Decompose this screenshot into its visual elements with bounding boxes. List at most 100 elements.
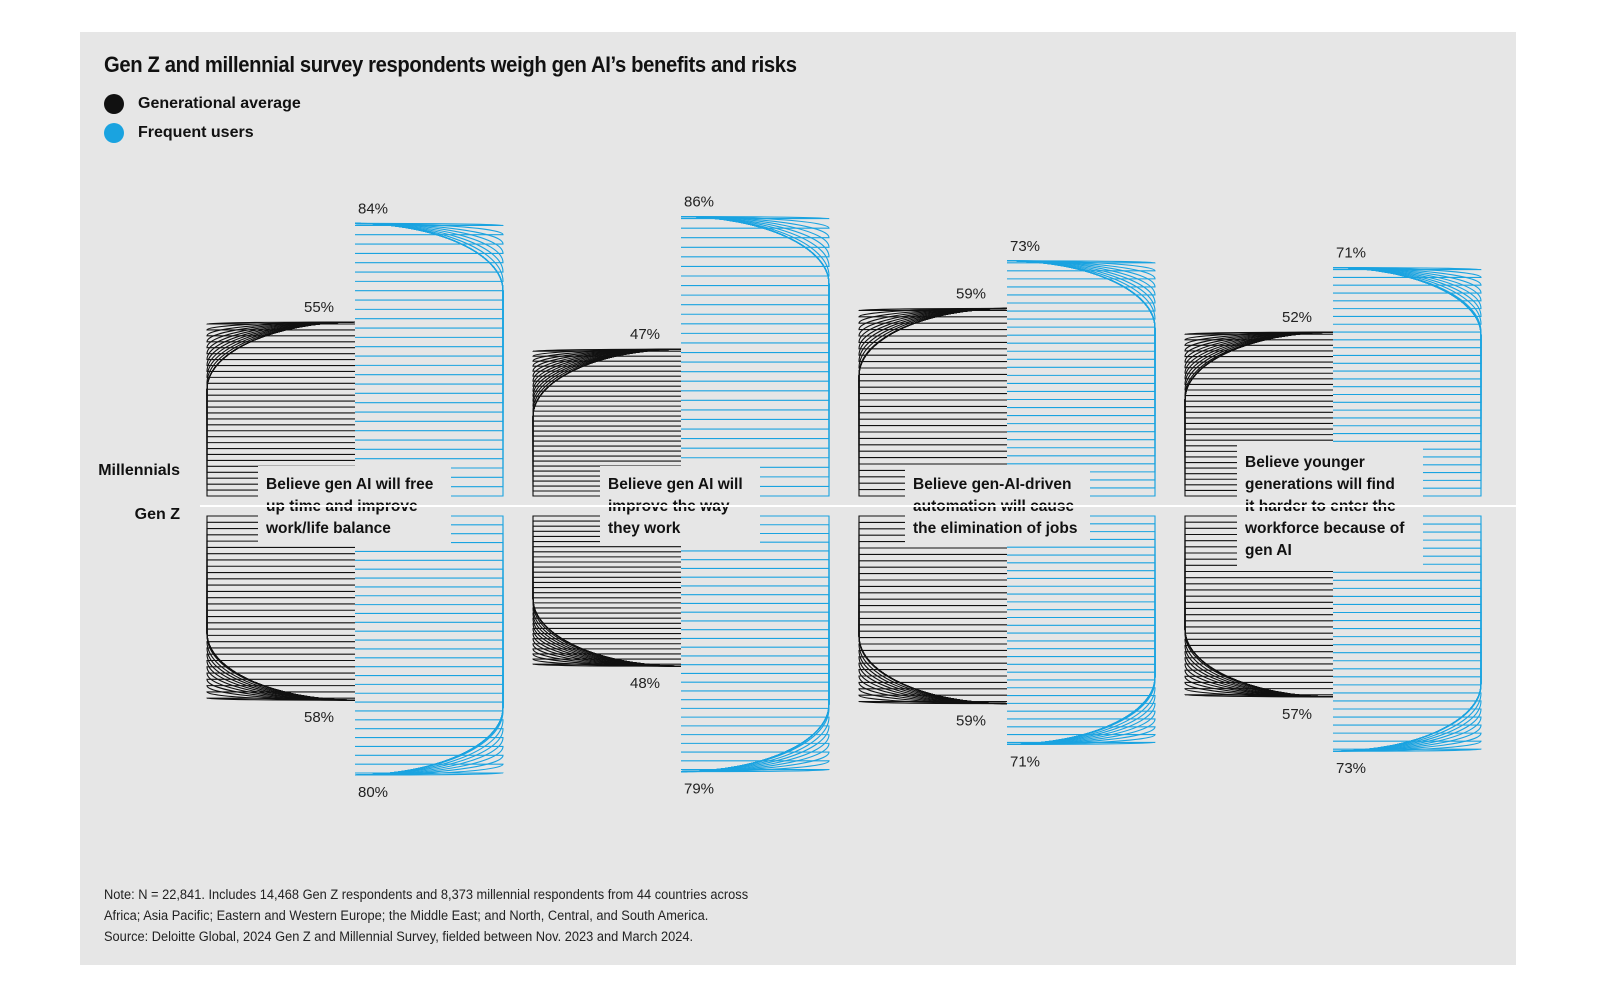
note-line: Source: Deloitte Global, 2024 Gen Z and …: [104, 929, 694, 944]
legend-generational-average: Generational average: [104, 94, 301, 114]
bar-millennials-average-line: [532, 348, 682, 472]
bar-millennials-frequent-line: [680, 216, 830, 440]
bar-millennials-frequent-line: [354, 222, 504, 310]
bar-genz-frequent-line: [354, 745, 504, 776]
bar-millennials-average-line: [206, 321, 356, 450]
bar-genz-average-line: [858, 611, 1008, 705]
legend-frequent-users: Frequent users: [104, 123, 254, 143]
bar-millennials-average: [1184, 331, 1334, 497]
bar-millennials-frequent-line: [680, 216, 830, 306]
bar-millennials-frequent-line: [354, 222, 504, 478]
bar-millennials-average-line: [532, 348, 682, 457]
data-label-millennials-average: 52%: [1282, 309, 1312, 326]
bar-genz-average-line: [206, 546, 356, 701]
bar-genz-frequent-line: [680, 664, 830, 773]
bar-millennials-average-line: [858, 307, 1008, 382]
bar-millennials-frequent-line: [354, 222, 504, 226]
bar-millennials-frequent-line: [1332, 267, 1482, 294]
bar-millennials-average-line: [532, 348, 682, 477]
bar-genz-average-line: [532, 663, 682, 667]
bar-genz-frequent-line: [1332, 724, 1482, 752]
bar-genz-average-line: [1184, 583, 1334, 698]
bar-millennials-average: [858, 307, 1008, 497]
chart-title: Gen Z and millennial survey respondents …: [104, 52, 797, 77]
bar-millennials-frequent-line: [354, 222, 504, 385]
bar-millennials-frequent-line: [1332, 267, 1482, 380]
chart-note: Note: N = 22,841. Includes 14,468 Gen Z …: [104, 884, 782, 947]
data-label-genz-average: 58%: [304, 709, 334, 726]
bar-millennials-frequent-line: [1006, 260, 1156, 376]
bar-millennials-frequent-line: [1006, 260, 1156, 417]
bar-genz-average-line: [206, 678, 356, 701]
bar-millennials-average-line: [1184, 331, 1334, 413]
bar-millennials-frequent-line: [1332, 267, 1482, 411]
bar-genz-frequent-line: [680, 620, 830, 773]
bar-millennials-frequent-line: [354, 222, 504, 245]
category-label-line: Believe gen AI will free: [266, 476, 434, 493]
bar-genz-frequent-line: [680, 690, 830, 773]
bar-millennials-frequent-line: [680, 216, 830, 449]
bar-genz-frequent-line: [1332, 660, 1482, 752]
bar-genz-frequent-line: [1006, 554, 1156, 745]
bar-genz-frequent-line: [680, 532, 830, 773]
bar-millennials-average: [532, 348, 682, 497]
bar-genz-average-line: [858, 585, 1008, 705]
bar-genz-frequent-line: [354, 515, 504, 776]
bar-genz-frequent: [1006, 515, 1156, 745]
bar-genz-average-line: [532, 535, 682, 667]
bar-millennials-frequent-line: [1332, 267, 1482, 442]
category-label-line: Believe younger: [1245, 454, 1365, 471]
data-label-genz-frequent: 73%: [1336, 760, 1366, 777]
bar-genz-frequent-line: [1332, 555, 1482, 752]
bar-millennials-frequent-line: [1006, 260, 1156, 409]
bar-genz-average-line: [206, 528, 356, 701]
bar-millennials-frequent-line: [1332, 267, 1482, 419]
bar-genz-frequent-line: [354, 674, 504, 776]
blue-dot-icon: [104, 123, 124, 143]
bar-millennials-average-line: [206, 321, 356, 408]
bar-genz-average-line: [532, 541, 682, 667]
bar-genz-frequent-line: [680, 769, 830, 773]
row-label-millennials: Millennials: [98, 462, 180, 479]
category-label-line: workforce because of: [1244, 520, 1405, 537]
bar-genz-average: [858, 515, 1008, 705]
bar-genz-frequent-line: [1006, 648, 1156, 745]
bar-genz-average-line: [206, 622, 356, 701]
category-label-line: gen AI: [1245, 542, 1292, 559]
bar-genz-frequent-line: [354, 542, 504, 776]
bar-millennials-average-line: [532, 348, 682, 377]
bar-millennials-frequent: [1332, 267, 1482, 497]
bar-genz-average: [1184, 515, 1334, 698]
bar-millennials-average-line: [858, 307, 1008, 388]
bar-millennials-average-line: [1184, 331, 1334, 436]
bar-millennials-frequent-line: [1006, 260, 1156, 336]
category-label-line: generations will find: [1245, 476, 1395, 493]
bar-millennials-average-line: [206, 321, 356, 343]
data-label-genz-average: 48%: [630, 675, 660, 692]
bar-millennials-frequent-line: [680, 216, 830, 239]
bar-genz-frequent-line: [680, 751, 830, 773]
bar-genz-frequent-line: [354, 666, 504, 776]
bar-millennials-frequent-line: [1006, 260, 1156, 497]
bar-millennials-average-line: [1184, 331, 1334, 402]
bar-millennials-average-line: [206, 321, 356, 432]
bar-genz-frequent-line: [1332, 611, 1482, 752]
bar-genz-frequent-line: [1006, 609, 1156, 745]
bar-millennials-average-line: [858, 307, 1008, 331]
note-line: Note: N = 22,841. Includes 14,468 Gen Z …: [104, 887, 749, 902]
data-label-genz-average: 57%: [1282, 706, 1312, 723]
data-label-millennials-frequent: 86%: [684, 194, 714, 211]
bar-genz-frequent-line: [1006, 632, 1156, 745]
bar-genz-frequent-line: [354, 550, 504, 776]
bar-genz-average-line: [858, 681, 1008, 705]
bar-genz-average-line: [858, 528, 1008, 705]
bar-millennials-frequent-line: [1332, 267, 1482, 271]
legend-label: Generational average: [138, 95, 301, 112]
bar-millennials-average-line: [206, 321, 356, 325]
bar-millennials-average-line: [206, 321, 356, 485]
bar-genz-frequent-line: [354, 533, 504, 776]
legend-label: Frequent users: [138, 124, 254, 141]
bar-genz-average: [532, 515, 682, 667]
bar-genz-average-line: [858, 547, 1008, 705]
